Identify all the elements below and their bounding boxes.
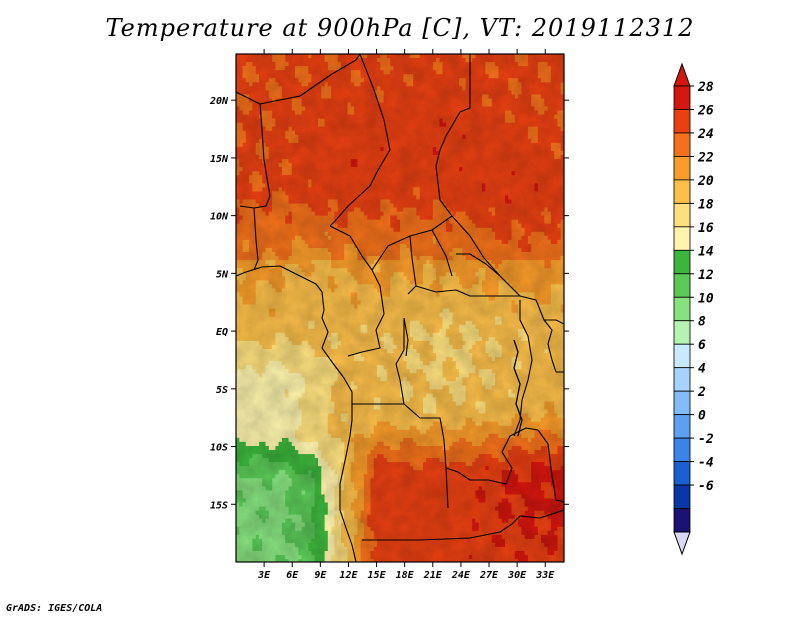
- chart-title: Temperature at 900hPa [C], VT: 201911231…: [105, 14, 695, 42]
- map-area: [236, 54, 564, 562]
